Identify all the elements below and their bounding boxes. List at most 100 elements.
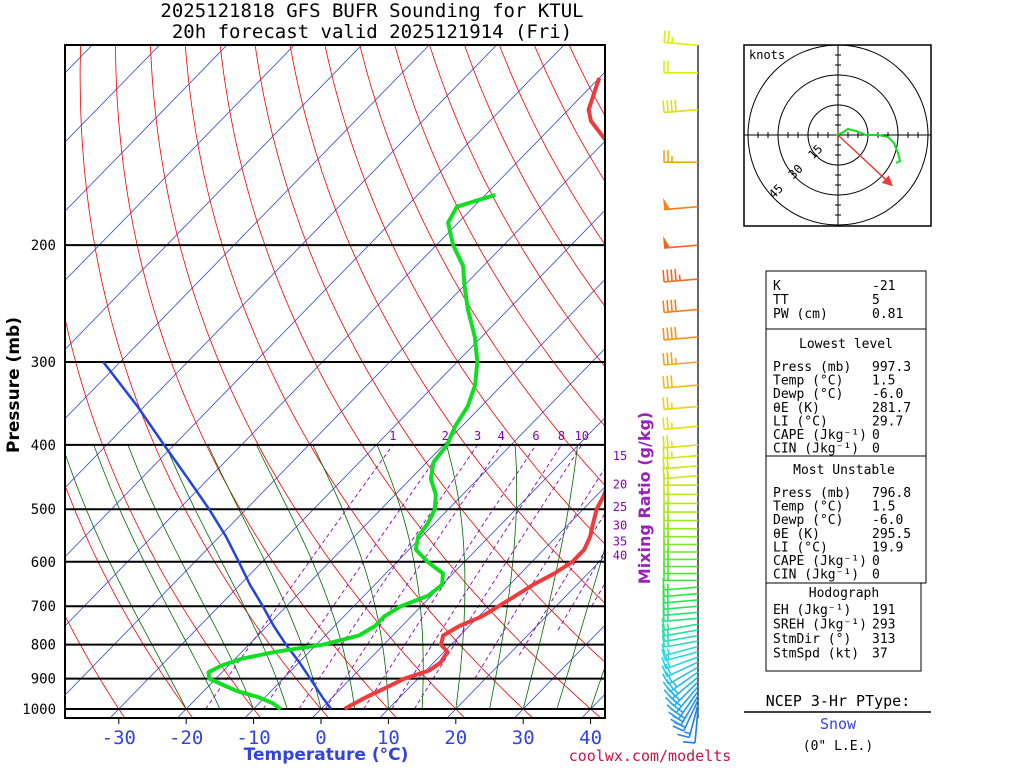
hodograph-stat-value: 293 <box>872 618 895 633</box>
plot-area <box>65 45 605 718</box>
wind-barb-staff <box>664 629 699 637</box>
wind-barb-staff <box>664 384 699 389</box>
index-name: PW (cm) <box>773 307 828 322</box>
wind-barb-flag <box>661 623 666 636</box>
wind-barb <box>662 416 699 431</box>
isotherm-line <box>65 71 605 627</box>
wind-barb-flag <box>662 466 665 479</box>
wind-barb-flag <box>670 269 673 282</box>
pressure-tick-label: 800 <box>31 638 56 654</box>
wind-barb-half-flag <box>670 402 673 409</box>
wind-barb-staff <box>664 634 699 643</box>
mixing-ratio-label: 40 <box>613 549 627 563</box>
wind-barb <box>662 99 699 114</box>
isotherm-line <box>109 209 605 718</box>
lowest-level-value: 281.7 <box>872 401 911 416</box>
storm-motion-arrow <box>837 134 893 187</box>
wind-barb-flag <box>666 435 669 448</box>
mixing-ratio-label: 15 <box>613 449 627 463</box>
lowest-level-value: 997.3 <box>872 360 911 375</box>
moist-adiabat-line <box>312 444 389 710</box>
most-unstable-label: Press (mb) <box>773 486 851 501</box>
index-name: K <box>773 279 781 294</box>
wind-barb-staff <box>671 676 699 700</box>
credit-link[interactable]: coolwx.com/modelts <box>569 747 732 765</box>
wind-barb <box>663 150 699 164</box>
wind-barb-staff <box>682 699 699 732</box>
wind-barb-half-flag <box>672 681 678 688</box>
mixing-ratio-line <box>414 444 583 710</box>
mixing-ratio-label: 20 <box>613 477 627 491</box>
wind-barb-flag <box>670 352 673 365</box>
wind-barb <box>663 540 699 553</box>
hodograph-stat-value: 191 <box>872 603 895 618</box>
wind-barb <box>663 500 699 513</box>
wind-barb-flag <box>661 657 667 669</box>
wind-barb-staff <box>664 474 699 480</box>
wind-barb-staff <box>664 599 699 604</box>
dry-adiabat-line <box>394 45 605 427</box>
moist-adiabat-line <box>65 451 187 710</box>
chart-title-line1: 2025121818 GFS BUFR Sounding for KTUL <box>160 0 583 22</box>
dewpoint-profile-line <box>206 192 496 711</box>
most-unstable-label: LI (°C) <box>773 540 828 555</box>
wind-barb-half-flag <box>666 648 670 655</box>
ptype-value: Snow <box>820 715 857 733</box>
parcel-path-line <box>102 361 333 710</box>
temperature-tick-label: -20 <box>169 727 203 749</box>
isotherm-line <box>446 555 605 718</box>
wind-barb-flag <box>662 376 665 389</box>
isotherm-line <box>65 45 363 350</box>
wind-barb-staff <box>664 454 699 460</box>
wind-barb-flag <box>674 99 677 112</box>
wind-barb-staff <box>664 444 699 449</box>
index-value: 5 <box>872 293 880 308</box>
dry-adiabat-line <box>184 45 534 718</box>
index-name: TT <box>773 293 789 308</box>
wind-barb-staff <box>668 666 699 685</box>
wind-barb-flag <box>666 375 669 388</box>
wind-barb-half-flag <box>678 274 681 281</box>
wind-barb-staff <box>664 464 699 470</box>
wind-barb-flag <box>661 618 666 631</box>
wind-barb-staff <box>694 708 699 743</box>
most-unstable-label: CIN (Jkg⁻¹) <box>773 568 859 583</box>
most-unstable-value: 0 <box>872 554 880 569</box>
wind-barb-staff <box>664 41 699 47</box>
isotherms <box>65 45 605 718</box>
wind-barb-half-flag <box>666 614 669 621</box>
wind-barb-staff <box>688 704 699 738</box>
wind-barb-flag <box>662 270 665 283</box>
most-unstable-value: -6.0 <box>872 513 903 528</box>
wind-barb-staff <box>669 671 699 693</box>
wind-barb <box>661 643 699 657</box>
mixing-ratio-label: 6 <box>532 429 539 443</box>
pressure-axis-labels: 1000 900 800 700 600 500 400 300 200 <box>22 238 56 718</box>
wind-barb-flag <box>674 326 677 339</box>
isotherm-line <box>244 348 605 718</box>
mixing-ratio-line <box>474 467 605 679</box>
wind-barb-flag <box>662 417 665 430</box>
wind-barb-half-flag <box>666 583 669 590</box>
wind-barb <box>662 299 699 314</box>
wind-barb-staff <box>664 336 699 341</box>
wind-barb-half-flag <box>666 590 669 597</box>
wind-barb <box>663 30 699 47</box>
mixing-ratio-axis-label: Mixing Ratio (g/kg) <box>635 412 654 584</box>
wind-barb-half-flag <box>674 357 677 364</box>
y-axis-label: Pressure (mb) <box>4 317 24 453</box>
hodograph-units-label: knots <box>749 48 785 62</box>
temperature-tick-label: 40 <box>579 727 602 749</box>
wind-barb <box>661 618 699 631</box>
wind-barb-half-flag <box>670 451 673 458</box>
index-value: 0.81 <box>872 307 903 322</box>
pressure-tick-label: 300 <box>31 355 56 371</box>
wind-barb-flag <box>662 300 665 313</box>
lowest-level-value: 0 <box>872 428 880 443</box>
wind-barb-flag <box>666 300 669 313</box>
hodograph-stat-value: 313 <box>872 632 895 647</box>
wind-barb-flag <box>662 435 665 448</box>
wind-barb-staff <box>664 592 699 598</box>
wind-barb <box>663 197 699 211</box>
wind-barb-flag <box>666 100 669 113</box>
